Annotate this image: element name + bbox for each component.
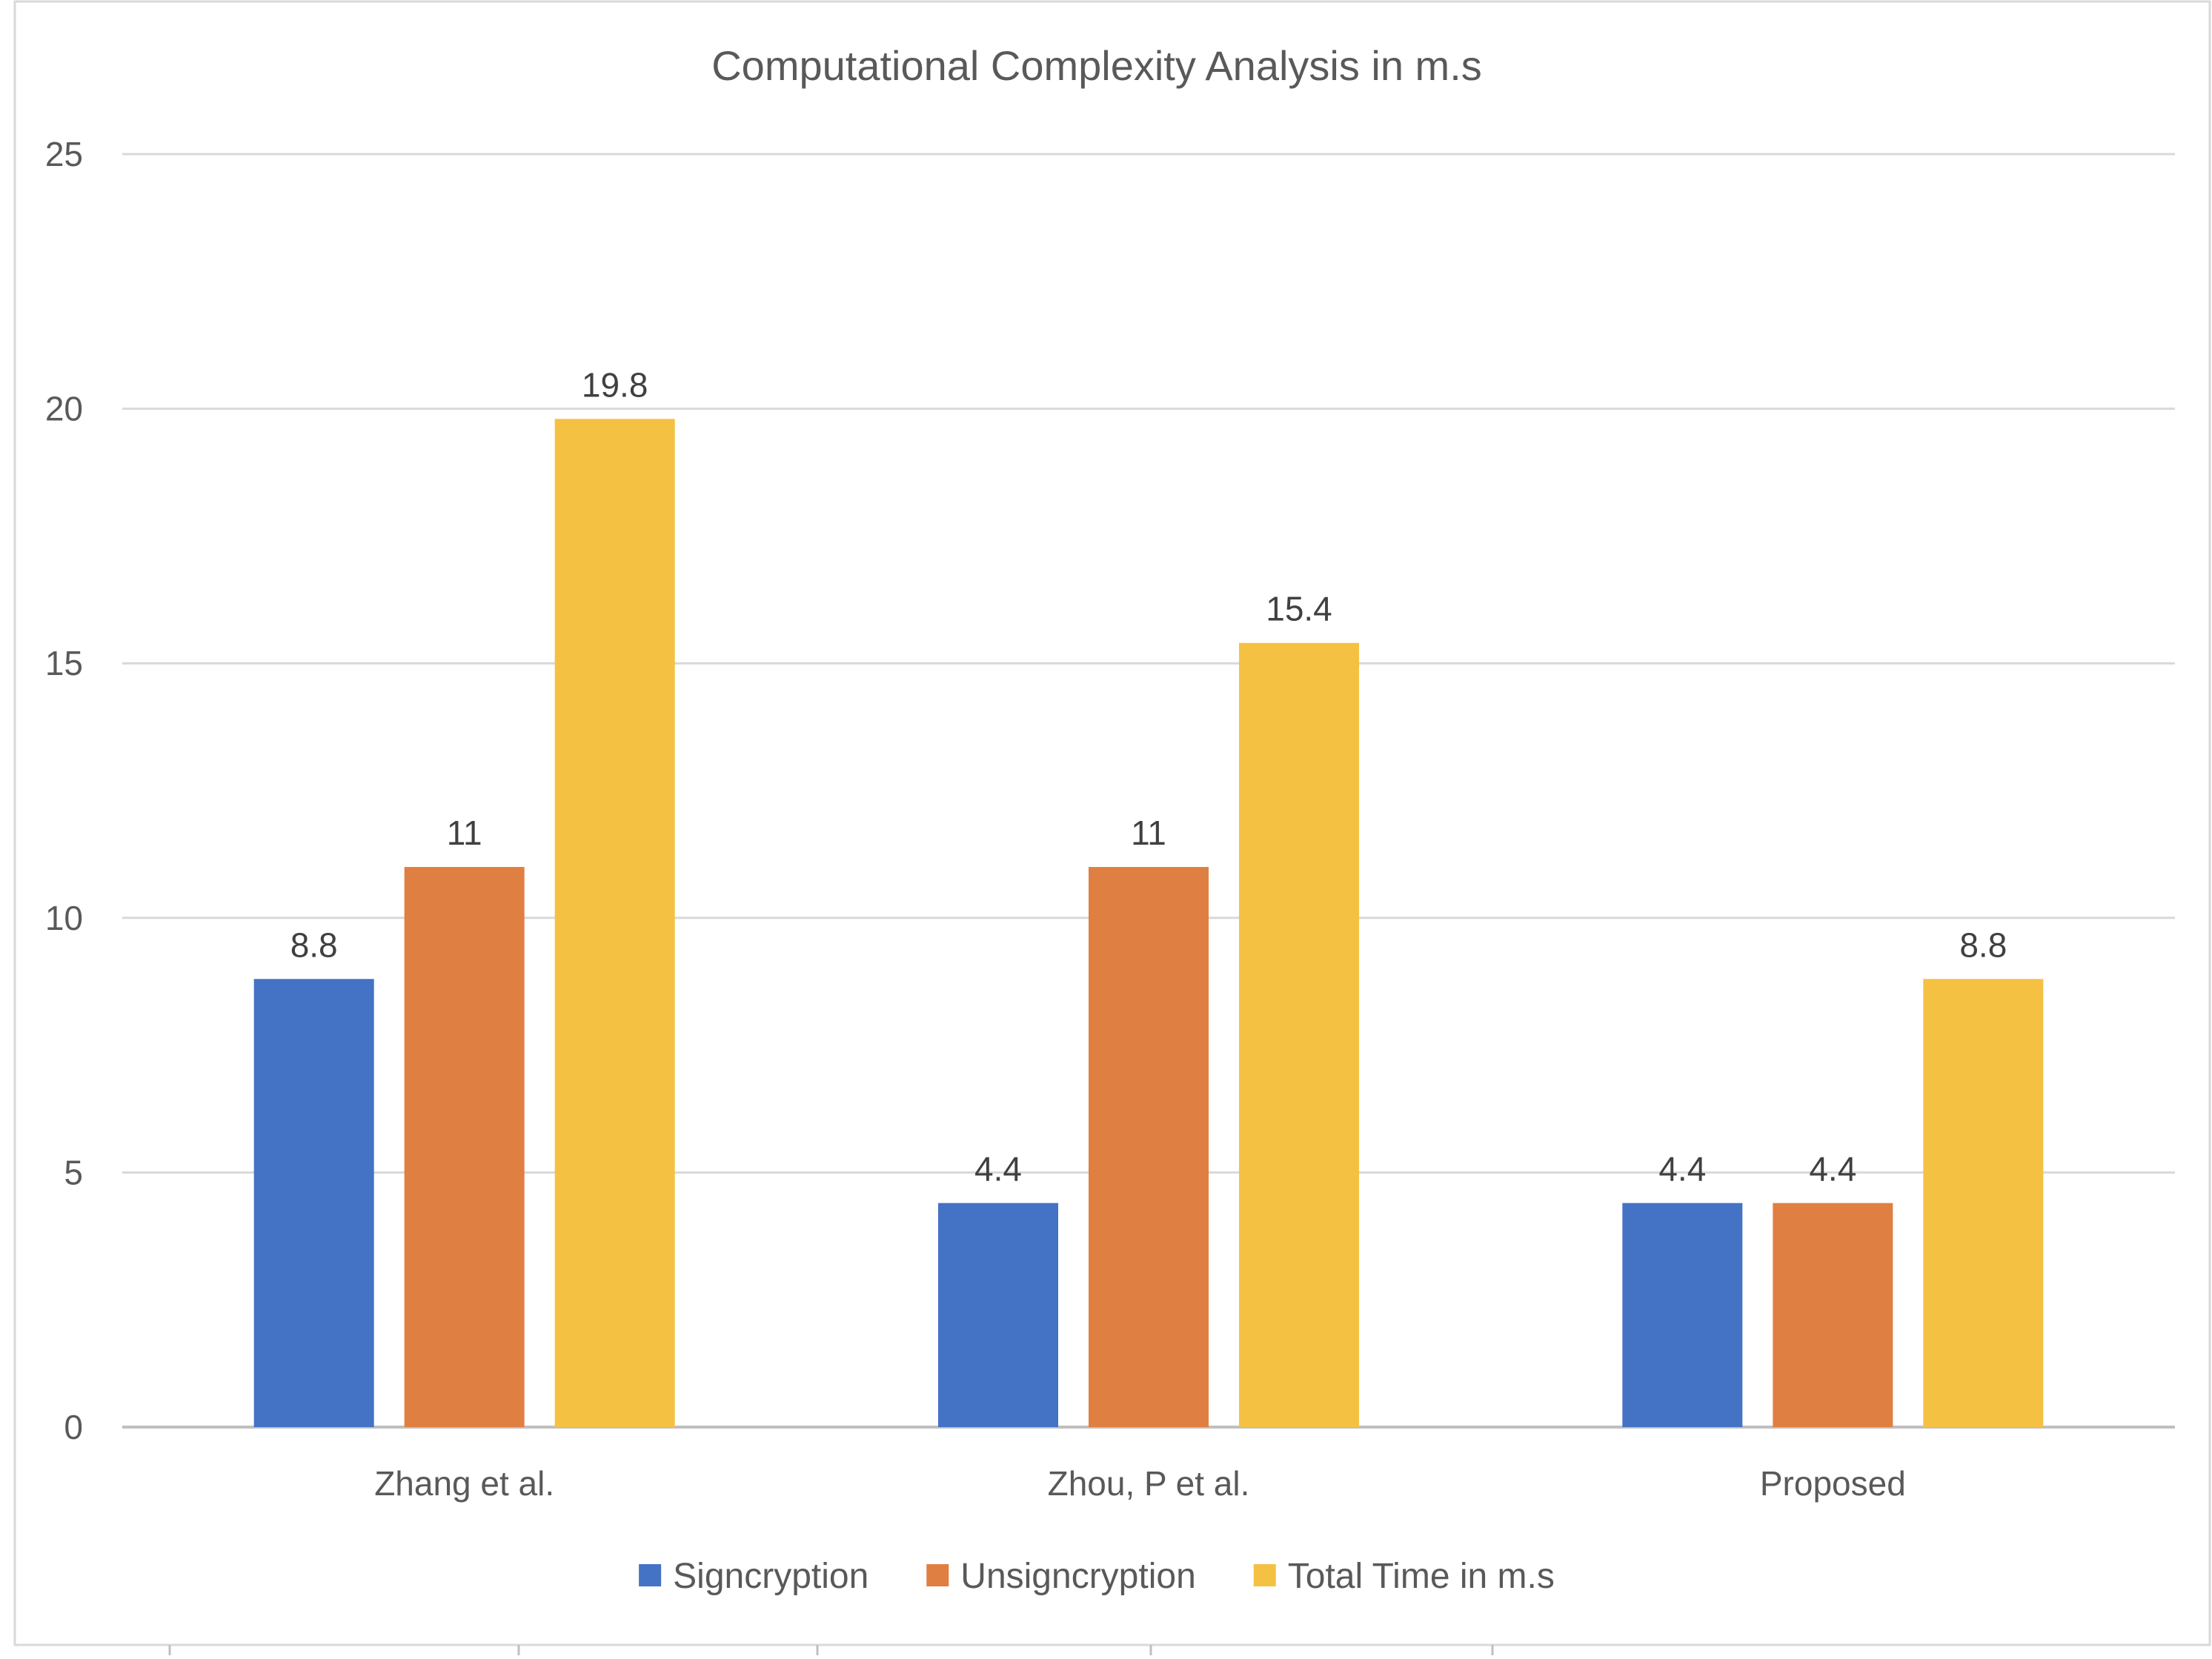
bar-signcryption-1 <box>253 979 374 1427</box>
bar-signcryption-2 <box>938 1203 1058 1427</box>
data-label: 19.8 <box>582 365 648 404</box>
y-tick-label: 15 <box>45 644 83 682</box>
chart-title: Computational Complexity Analysis in m.s <box>711 42 1482 89</box>
data-labels: 8.8 11 19.8 4.4 11 15.4 4.4 4.4 8.8 <box>290 365 2007 1188</box>
bar-total-time-in-m-s-2 <box>1239 642 1359 1428</box>
data-label: 11 <box>447 814 482 852</box>
x-tick-label: Proposed <box>1760 1464 1906 1503</box>
x-tick-label: Zhou, P et al. <box>1048 1464 1250 1503</box>
bar-total-time-in-m-s-3 <box>1923 979 2044 1427</box>
data-label: 15.4 <box>1266 590 1332 628</box>
x-tick-label: Zhang et al. <box>374 1464 554 1503</box>
bar-total-time-in-m-s-1 <box>554 419 675 1427</box>
bars <box>253 419 2044 1428</box>
legend-label: Signcryption <box>673 1557 868 1596</box>
legend: Signcryption Unsigncryption Total Time in … <box>639 1557 1555 1596</box>
y-tick-label: 5 <box>64 1153 83 1191</box>
bar-unsigncryption-1 <box>404 867 525 1427</box>
y-tick-label: 25 <box>45 135 83 173</box>
data-label: 11 <box>1131 814 1166 852</box>
y-tick-label: 0 <box>64 1408 83 1446</box>
frame-bottom-ticks <box>168 1645 1494 1655</box>
data-label: 4.4 <box>1809 1150 1856 1188</box>
y-axis-tick-labels: 0 5 10 15 20 25 <box>45 135 83 1446</box>
data-label: 4.4 <box>1658 1150 1706 1188</box>
bar-unsigncryption-2 <box>1089 867 1209 1427</box>
legend-label: Unsigncryption <box>960 1557 1195 1596</box>
data-label: 4.4 <box>974 1150 1022 1188</box>
data-label: 8.8 <box>290 925 338 964</box>
x-axis-tick-labels: Zhang et al. Zhou, P et al. Proposed <box>374 1464 1906 1503</box>
legend-label: Total Time in m.s <box>1288 1557 1555 1596</box>
legend-swatch <box>926 1564 949 1586</box>
y-tick-label: 20 <box>45 390 83 428</box>
bar-signcryption-3 <box>1622 1203 1743 1427</box>
legend-swatch <box>1253 1564 1276 1586</box>
y-tick-label: 10 <box>45 899 83 937</box>
legend-swatch <box>639 1564 662 1586</box>
bar-unsigncryption-3 <box>1773 1203 1893 1427</box>
data-label: 8.8 <box>1959 925 2007 964</box>
